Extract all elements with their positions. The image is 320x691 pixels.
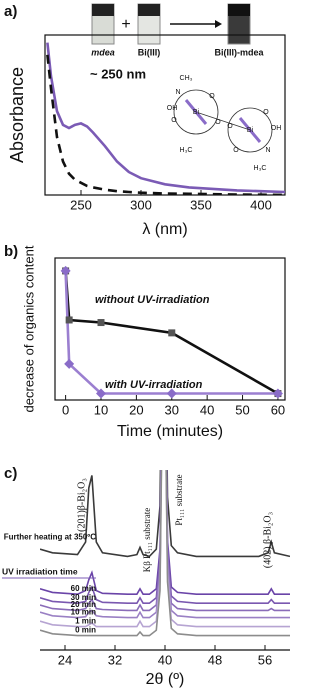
x-tick-label: 300 xyxy=(130,197,152,212)
x-tick-label: 0 xyxy=(62,402,69,417)
atom-label: N xyxy=(265,147,270,154)
atom-label: Bi xyxy=(193,109,200,116)
x-tick-label: 30 xyxy=(165,402,179,417)
peak-label: Kβ Pt₁₁₁ substrate xyxy=(142,508,152,573)
x-axis-label: 2θ (º) xyxy=(146,671,185,688)
x-tick-label: 50 xyxy=(235,402,249,417)
panel-label: a) xyxy=(4,3,17,20)
y-axis-label: Absorbance xyxy=(7,67,27,163)
x-tick-label: 48 xyxy=(208,652,222,667)
x-tick-label: 20 xyxy=(129,402,143,417)
atom-label: CH₃ xyxy=(180,75,193,82)
data-line xyxy=(40,276,290,636)
x-tick-label: 350 xyxy=(190,197,212,212)
annotation: UV irradiation time xyxy=(2,566,78,576)
peak-label: (402) β-Bi₂O₃ xyxy=(262,512,273,568)
x-axis-label: λ (nm) xyxy=(142,221,187,238)
peak-label: Pt₁₁₁ substrate xyxy=(174,474,184,525)
plot-frame xyxy=(45,35,285,195)
atom-label: O xyxy=(209,93,215,100)
atom-label: Bi xyxy=(247,127,254,134)
x-axis-label: Time (minutes) xyxy=(117,423,223,440)
x-tick-label: 24 xyxy=(58,652,72,667)
x-tick-label: 10 xyxy=(94,402,108,417)
atom-label: OH xyxy=(271,125,282,132)
x-tick-label: 250 xyxy=(70,197,92,212)
molecule-drawing xyxy=(174,90,272,152)
atom-label: O xyxy=(263,109,269,116)
data-point xyxy=(66,316,73,323)
vial-photos xyxy=(92,4,250,44)
peak-label: (201)β-Bi₂O₃ xyxy=(76,478,87,532)
plot-area xyxy=(47,43,285,195)
x-tick-label: 56 xyxy=(258,652,272,667)
panel-label: b) xyxy=(4,243,18,260)
y-axis-label: decrease of organics content xyxy=(21,245,36,412)
series-label: without UV-irradiation xyxy=(95,294,210,306)
data-point xyxy=(168,329,175,336)
x-tick-label: 40 xyxy=(200,402,214,417)
annotation: mdea xyxy=(91,47,115,57)
atom-label: O xyxy=(171,117,177,124)
atom-label: OH xyxy=(167,105,178,112)
series-label: 10 min xyxy=(71,607,96,616)
series-label: 60 min xyxy=(71,584,96,593)
annotation: + xyxy=(121,16,130,33)
atom-label: N xyxy=(175,89,180,96)
atom-label: O xyxy=(233,147,239,154)
x-tick-label: 400 xyxy=(250,197,272,212)
series-label: 1 min xyxy=(75,616,96,625)
x-tick-label: 40 xyxy=(158,652,172,667)
x-tick-label: 32 xyxy=(108,652,122,667)
atom-label: O xyxy=(215,119,221,126)
series-label: with UV-irradiation xyxy=(105,379,203,391)
panel-label: c) xyxy=(4,465,17,482)
annotation: Bi(III) xyxy=(138,47,161,57)
series-label: Further heating at 350ºC xyxy=(4,532,96,541)
annotation: Bi(III)-mdea xyxy=(214,47,264,57)
annotation: ~ 250 nm xyxy=(90,66,146,81)
series-label: 0 min xyxy=(75,625,96,634)
atom-label: O xyxy=(227,123,233,130)
atom-label: H₃C xyxy=(254,165,267,172)
data-point xyxy=(98,319,105,326)
atom-label: H₃C xyxy=(180,147,193,154)
x-tick-label: 60 xyxy=(271,402,285,417)
data-line xyxy=(47,43,285,192)
